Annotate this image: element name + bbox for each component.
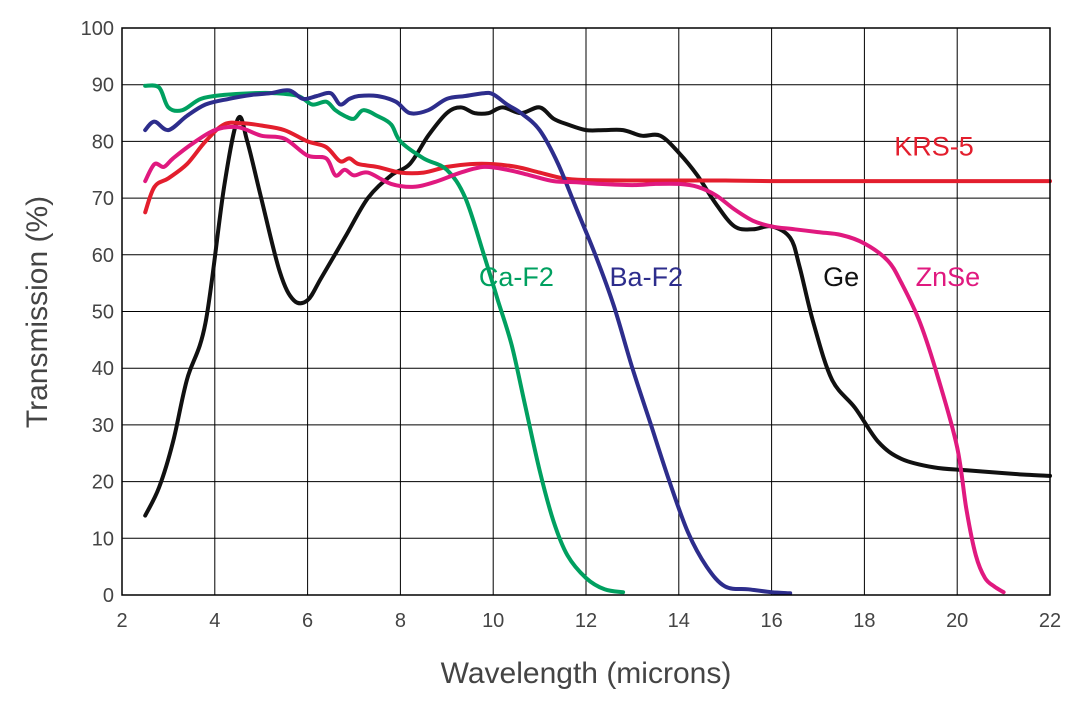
series-line-znse [143,124,1006,595]
y-tick-label: 20 [92,472,114,494]
series-label-ba-f2: Ba-F2 [610,262,684,292]
x-tick-label: 2 [116,610,127,632]
x-axis-title: Wavelength (microns) [441,657,732,690]
x-tick-label: 8 [395,610,406,632]
grid-lines [122,28,1050,595]
series-line-ca-f2 [143,83,626,595]
plot-frame [121,27,1051,596]
x-tick-label: 12 [575,610,597,632]
y-tick-label: 80 [92,131,114,153]
series-lines [143,83,1052,596]
series-line-ba-f2 [143,88,793,596]
x-tick-labels: 2 4 6 8 10 12 14 16 18 20 22 [116,610,1061,632]
y-axis-title: Transmission (%) [21,196,54,428]
series-label-ge: Ge [823,262,859,292]
x-tick-label: 18 [853,610,875,632]
x-tick-label: 10 [482,610,504,632]
series-line-ge [143,105,1052,518]
y-tick-label: 10 [92,528,114,550]
x-tick-label: 14 [668,610,690,632]
y-tick-label: 50 [92,302,114,324]
series-label-ca-f2: Ca-F2 [479,262,554,292]
series-label-krs-5: KRS-5 [894,132,974,162]
y-tick-label: 60 [92,245,114,267]
x-tick-label: 16 [760,610,782,632]
series-label-znse: ZnSe [916,262,981,292]
y-tick-label: 100 [81,18,114,40]
x-tick-label: 6 [302,610,313,632]
y-tick-labels: 0 10 20 30 40 50 60 70 80 90 100 [81,18,114,607]
series-labels: Ge KRS-5 Ca-F2 Ba-F2 ZnSe [479,132,980,292]
y-tick-label: 30 [92,415,114,437]
y-tick-label: 70 [92,188,114,210]
x-tick-label: 4 [209,610,220,632]
x-tick-label: 20 [946,610,968,632]
series-line-krs-5 [143,120,1052,215]
y-tick-label: 40 [92,358,114,380]
y-tick-label: 90 [92,75,114,97]
y-tick-label: 0 [103,585,114,607]
x-tick-label: 22 [1039,610,1061,632]
